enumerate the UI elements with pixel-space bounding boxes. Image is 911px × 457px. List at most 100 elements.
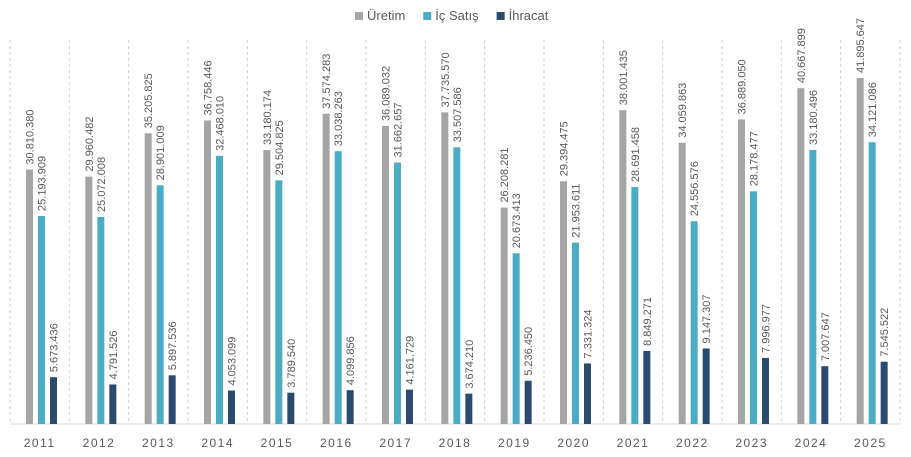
legend-label: İhracat [509,8,549,23]
legend-swatch [355,12,363,20]
x-tick-label: 2023 [735,436,768,450]
data-label: 25.072.008 [96,157,108,212]
bar [394,162,401,425]
bar [690,221,698,424]
data-label: 4.161.729 [405,336,417,385]
x-tick-label: 2020 [557,436,590,450]
bar [50,377,57,424]
legend-swatch [496,12,505,20]
bar [809,150,817,424]
bar [500,207,508,424]
bar [168,375,176,424]
bar [465,393,473,424]
x-tick-label: 2025 [854,436,887,450]
bar [441,112,449,424]
bar [38,215,45,424]
bar [346,390,354,424]
data-label: 37.735.570 [440,52,452,107]
data-label: 7.545.522 [879,308,891,357]
bar [334,151,342,424]
bar [702,348,710,424]
bar [560,181,567,424]
data-label: 37.574.283 [321,54,333,109]
data-label: 8.849.271 [642,297,654,346]
data-label: 26.208.281 [499,148,511,203]
data-label: 28.691.458 [630,127,642,182]
data-label: 29.960.482 [84,117,96,172]
bar [109,384,117,424]
bar [821,366,829,424]
bar [762,357,769,424]
x-tick-label: 2018 [439,436,472,450]
x-tick-label: 2017 [379,436,412,450]
bar [631,187,639,424]
x-tick-label: 2013 [142,436,175,450]
data-label: 34.059.863 [677,83,689,138]
data-label: 29.504.825 [274,120,286,175]
bar [26,169,33,424]
data-label: 29.394.475 [559,121,571,176]
data-label: 25.193.909 [37,156,49,211]
data-label: 3.789.540 [286,339,298,388]
data-label: 36.758.446 [203,60,215,115]
data-label: 40.667.899 [796,28,808,83]
data-label: 30.810.380 [25,110,37,165]
x-tick-label: 2016 [320,436,353,450]
data-label: 4.099.856 [345,336,357,385]
data-label: 5.673.436 [49,323,61,372]
data-label: 33.180.174 [262,90,274,145]
x-tick-label: 2014 [201,436,234,450]
data-label: 33.038.263 [333,91,345,146]
bar [144,133,152,424]
x-tick-label: 2015 [261,436,294,450]
data-label: 32.468.010 [215,96,227,151]
bar [512,253,520,424]
data-label: 21.953.611 [571,183,583,237]
bar [97,216,105,424]
data-label: 41.895.647 [855,18,867,73]
bar [856,78,864,424]
bar [453,147,461,425]
x-tick-label: 2011 [24,436,56,450]
data-label: 28.178.477 [749,131,761,186]
data-label: 5.236.450 [523,327,535,376]
bar [228,390,235,424]
data-label: 3.674.210 [464,340,476,389]
data-label: 5.897.536 [167,321,179,370]
data-label: 28.901.009 [155,125,167,180]
legend-swatch [423,12,432,20]
x-tick-label: 2019 [498,436,531,450]
x-tick-label: 2022 [676,436,709,450]
bar [263,150,271,424]
bar [750,191,757,424]
data-label: 36.089.032 [381,66,393,121]
data-label: 4.053.099 [227,337,239,386]
bar [868,142,876,424]
bar [643,350,651,424]
bar [287,392,295,424]
data-label: 7.007.647 [820,312,832,361]
bar [275,180,283,424]
x-tick-label: 2024 [795,436,828,450]
bar [619,110,627,425]
bar [216,155,223,424]
data-label: 38.001.435 [618,50,630,105]
legend-label: İç Satış [435,8,479,23]
bar [204,120,211,424]
bar [738,119,745,424]
bar [678,142,686,424]
x-tick-label: 2021 [617,436,650,450]
data-label: 31.662.657 [393,102,405,157]
data-label: 7.331.324 [583,310,595,359]
data-label: 35.205.825 [143,73,155,128]
data-label: 24.556.576 [689,161,701,216]
bar [156,185,164,424]
bar [797,88,805,425]
bar [382,125,389,424]
data-label: 33.180.496 [808,90,820,145]
bar [584,363,591,424]
legend-label: Üretim [367,8,405,23]
bar [880,361,888,424]
data-label: 4.791.526 [108,330,120,379]
